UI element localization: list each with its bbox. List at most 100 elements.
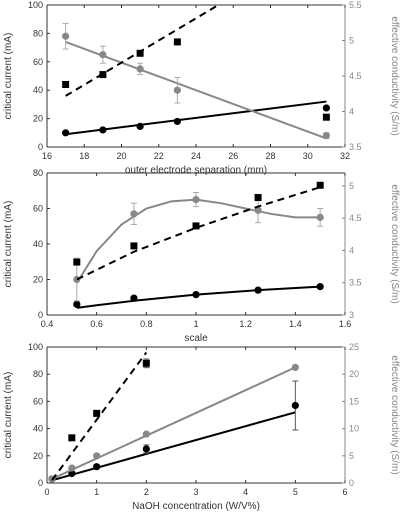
panel-1-series-3-point — [99, 71, 107, 79]
panel-3-y-right-tick-label: 25 — [349, 342, 359, 352]
panel-2-series-3-point — [316, 181, 324, 189]
panel-3-series-2-point — [68, 464, 76, 472]
panel-3-x-tick-label: 6 — [342, 487, 347, 497]
panel-3-x-axis-label: NaOH concentration (W/V%) — [132, 501, 260, 512]
panel-3-y-left-tick-label: 60 — [33, 396, 43, 406]
panel-3-y-left-axis-label: critical current (mA) — [3, 372, 14, 459]
panel-3-series-1-point — [291, 401, 299, 410]
panel-2-series-1-point — [130, 294, 138, 302]
panel-2-series-2-point — [192, 196, 200, 204]
panel-3-series-2-point — [291, 363, 299, 371]
panel-3-y-left-tick-label: 20 — [33, 451, 43, 461]
panel-2-y-right-axis-label: effective conductivity (S/m) — [389, 184, 400, 303]
panel-1-series-2-point — [99, 51, 107, 59]
panel-1-x-tick-label: 24 — [191, 151, 201, 161]
panel-1-y-left-tick-label: 100 — [28, 0, 43, 10]
panel-2-y-left-axis-label: critical current (mA) — [3, 201, 14, 288]
panel-1-series-1-fit-line — [65, 100, 327, 136]
panel-2-x-tick-label: 1.4 — [289, 319, 302, 329]
panel-3-y-left-tick-label: 0 — [38, 478, 43, 488]
panel-3-series-2-point — [142, 430, 150, 438]
panel-2-x-tick-label: 1 — [193, 319, 198, 329]
panel-3-x-tick-label: 1 — [94, 487, 99, 497]
panel-1-y-left-tick-label: 20 — [33, 114, 43, 124]
panel-2-x-tick-label: 0.6 — [90, 319, 103, 329]
panel-2-y-right-tick-label: 4 — [349, 245, 354, 255]
panel-3-x-tick-label: 3 — [193, 487, 198, 497]
panel-1-x-tick-label: 28 — [265, 151, 275, 161]
panel-3-series-2-fit-line — [51, 366, 296, 480]
panel-3-series-3-point — [142, 359, 150, 367]
panel-1-x-tick-label: 18 — [79, 151, 89, 161]
panel-3-y-right-tick-label: 20 — [349, 369, 359, 379]
panel-1-series-2-point — [173, 86, 181, 94]
panel-2-series-1-point — [73, 300, 81, 308]
panel-2-y-left-tick-label: 60 — [33, 204, 43, 214]
panel-3-series-1-point — [93, 463, 101, 471]
panel-2-series-1-fit-line — [76, 285, 321, 309]
panel-1-x-tick-label: 26 — [228, 151, 238, 161]
panel-1-series-2-fit-line — [65, 40, 327, 140]
panel-1-y-right-axis-label: effective conductivity (S/m) — [389, 16, 400, 135]
panel-2-x-tick-label: 1.6 — [339, 319, 352, 329]
panel-3-series-3-point — [93, 409, 101, 417]
panel-1-series-3-point — [322, 113, 330, 121]
panel-1-y-left-tick-label: 80 — [33, 28, 43, 38]
panel-2-series-3-fit-line — [76, 186, 321, 281]
panel-2-x-tick-label: 1.2 — [239, 319, 252, 329]
panel-1-y-right-tick-label: 4 — [349, 107, 354, 117]
panel-1-x-tick-label: 16 — [42, 151, 52, 161]
panel-2-series-2-point — [130, 210, 138, 218]
panel-1-x-axis-label: outer electrode separation (mm) — [125, 165, 267, 176]
panel-2-y-left-tick-label: 40 — [33, 239, 43, 249]
panel-1-y-right-tick-label: 4.5 — [349, 71, 362, 81]
panel-2-x-axis-label: scale — [184, 333, 208, 344]
panel-1-x-tick-label: 22 — [154, 151, 164, 161]
panel-1-series-3-point — [136, 49, 144, 57]
panel-2-series-1-point — [192, 290, 200, 299]
panel-1-series-1-point — [173, 117, 181, 126]
panel-2-series-1-point — [316, 283, 324, 291]
panel-3-y-right-tick-label: 5 — [349, 451, 354, 461]
panel-3-series-1-fit-line — [51, 411, 296, 482]
panel-3-y-left-tick-label: 100 — [28, 342, 43, 352]
panel-1-series-3-point — [62, 81, 70, 89]
panel-2-series-2-fit-line — [75, 198, 321, 284]
panel-2-series-2-point — [316, 213, 324, 221]
panel-1-y-right-tick-label: 3.5 — [349, 142, 362, 152]
panel-1-series-3-point — [173, 38, 181, 46]
panel-3-series-2-point — [93, 452, 101, 460]
panel-1-series-1-point — [136, 122, 144, 131]
panel-3-y-left-tick-label: 80 — [33, 369, 43, 379]
panel-2-y-left-tick-label: 80 — [33, 168, 43, 178]
panel-1-series-1-point — [62, 129, 70, 137]
panel-1-series-2-point — [322, 132, 330, 140]
panel-3-x-tick-label: 2 — [144, 487, 149, 497]
panel-3-series-3-point — [68, 434, 76, 442]
panel-3-x-tick-label: 5 — [293, 487, 298, 497]
panel-2-y-right-tick-label: 3 — [349, 310, 354, 320]
panel-3-series-1-point — [142, 445, 150, 453]
panel-1-y-left-axis-label: critical current (mA) — [3, 33, 14, 120]
panel-2-x-tick-label: 0.4 — [41, 319, 54, 329]
panel-2-series-3-point — [73, 258, 81, 266]
panel-1-y-left-tick-label: 40 — [33, 85, 43, 95]
panel-2-y-right-tick-label: 3.5 — [349, 278, 362, 288]
panel-2-y-right-tick-label: 4.5 — [349, 213, 362, 223]
panel-2-y-left-tick-label: 0 — [38, 310, 43, 320]
panel-2-series-1-point — [254, 286, 262, 294]
panel-1-series-1-point — [322, 104, 330, 112]
panel-2-x-tick-label: 0.8 — [140, 319, 153, 329]
panel-1-series-2-point — [62, 32, 70, 40]
panel-3-y-right-axis-label: effective conductivity (S/m) — [389, 355, 400, 474]
panel-2-series-3-point — [192, 222, 200, 230]
panel-1-x-tick-label: 32 — [340, 151, 350, 161]
panel-1-series-1-point — [99, 126, 107, 134]
panel-3-y-left-tick-label: 40 — [33, 424, 43, 434]
panel-1-y-right-tick-label: 5.5 — [349, 0, 362, 10]
panel-2-y-left-tick-label: 20 — [33, 275, 43, 285]
panel-3-x-tick-label: 4 — [243, 487, 248, 497]
panel-3-x-tick-label: 0 — [44, 487, 49, 497]
panel-1-y-left-tick-label: 60 — [33, 57, 43, 67]
